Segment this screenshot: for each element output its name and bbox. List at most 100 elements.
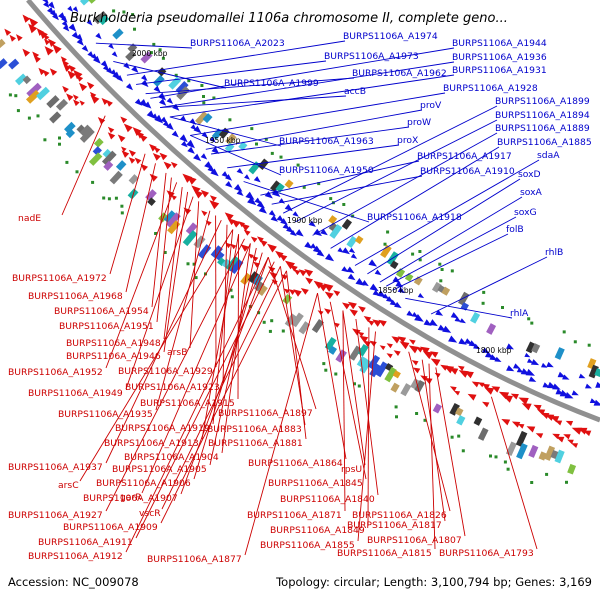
gene-arrow	[90, 94, 100, 104]
gene-arrow	[484, 387, 495, 395]
leader-line	[205, 109, 423, 150]
leader-line	[342, 310, 366, 466]
leader-line	[79, 229, 234, 482]
feature-block	[64, 121, 76, 134]
gene-label: BURPS1106A_A1885	[497, 137, 592, 148]
feature-block	[554, 347, 565, 360]
feature-dot	[133, 27, 136, 31]
gene-arrow	[565, 420, 574, 426]
leader-line	[125, 257, 269, 553]
gene-arrow	[209, 136, 216, 143]
gene-arrow	[253, 176, 261, 183]
gene-arrow	[47, 38, 56, 47]
gene-arrow	[244, 174, 250, 180]
gene-arrow	[352, 328, 361, 336]
gene-arrow	[73, 99, 80, 107]
gene-label: BURPS1106A_A1855	[260, 540, 355, 551]
gene-label: rpsU	[341, 464, 362, 475]
map-title: Burkholderia pseudomallei 1106a chromoso…	[70, 11, 508, 26]
feature-dot	[281, 329, 285, 333]
feature-dot	[501, 306, 504, 309]
feature-block	[247, 271, 260, 284]
feature-block	[375, 361, 389, 378]
gene-arrow	[501, 419, 511, 426]
gene-arrow	[149, 143, 157, 152]
gene-arrow	[435, 309, 444, 316]
feature-dot	[228, 118, 232, 122]
feature-dot	[418, 250, 422, 253]
leader-line	[105, 182, 178, 369]
gene-arrow	[201, 210, 208, 217]
gene-label: soxD	[518, 169, 541, 180]
gene-arrow	[22, 48, 31, 57]
gene-arrow	[525, 368, 535, 376]
gene-arrow	[236, 168, 244, 175]
feature-block	[544, 445, 556, 461]
leader-line	[408, 351, 451, 512]
feature-block	[93, 10, 108, 25]
feature-dot	[257, 311, 261, 315]
leader-line	[113, 60, 227, 89]
kbp-tick-1850: 1850 kbp	[378, 286, 414, 295]
feature-block	[505, 441, 517, 456]
feature-dot	[587, 343, 591, 347]
gene-arrow	[68, 64, 76, 73]
gene-arrow	[153, 146, 161, 154]
gene-arrow	[250, 236, 258, 243]
gene-arrow	[159, 152, 168, 161]
feature-dot	[506, 467, 510, 471]
feature-block	[275, 182, 285, 193]
feature-block	[214, 251, 225, 262]
feature-block	[229, 259, 244, 275]
gene-arrow	[578, 373, 586, 379]
feature-dot	[158, 48, 162, 52]
gene-arrow	[341, 266, 349, 273]
gene-arrow	[379, 345, 386, 351]
gene-label: BURPS1106A_A1905	[112, 464, 207, 475]
gene-arrow	[128, 149, 136, 157]
feature-block	[224, 142, 235, 153]
gene-label: BURPS1106A_A1889	[495, 123, 590, 134]
gene-arrow	[510, 393, 519, 400]
gene-arrow	[170, 161, 178, 169]
gene-arrow	[43, 34, 50, 41]
gene-arrow	[513, 363, 521, 369]
gene-arrow	[160, 116, 168, 124]
feature-block	[87, 0, 100, 4]
gene-arrow	[304, 241, 313, 249]
feature-dot	[440, 268, 444, 271]
gene-label: BURPS1106A_A1849	[270, 525, 365, 536]
feature-block	[65, 128, 76, 139]
gene-arrow	[149, 173, 158, 182]
gene-label: BURPS1106A_A1935	[58, 409, 153, 420]
kbp-tick-2000: 2000 kbp	[132, 49, 168, 58]
feature-block	[125, 50, 137, 62]
gene-arrow	[300, 288, 309, 295]
gene-arrow	[368, 259, 378, 267]
gene-arrow	[313, 280, 323, 289]
gene-arrow	[397, 287, 405, 294]
leader-line	[161, 266, 281, 510]
leader-line	[421, 359, 446, 522]
feature-block	[195, 111, 209, 125]
gene-arrow	[295, 229, 304, 237]
leader-line	[355, 318, 379, 496]
feature-dot	[120, 211, 124, 215]
gene-arrow	[289, 264, 298, 272]
gene-arrow	[324, 308, 332, 315]
feature-dot	[120, 204, 124, 208]
gene-arrow	[253, 261, 261, 268]
gene-label: BURPS1106A_A1883	[207, 424, 302, 435]
gene-label: BURPS1106A_A1952	[8, 367, 103, 378]
gene-arrow	[449, 367, 459, 375]
feature-dot	[122, 10, 126, 14]
gene-arrow	[467, 393, 477, 401]
feature-block	[470, 311, 481, 324]
feature-block	[328, 345, 338, 355]
gene-arrow	[333, 290, 341, 297]
feature-dot	[395, 415, 398, 419]
feature-dot	[58, 136, 61, 140]
feature-dot	[250, 127, 254, 131]
leader-line	[342, 310, 346, 512]
gene-arrow	[325, 253, 335, 262]
